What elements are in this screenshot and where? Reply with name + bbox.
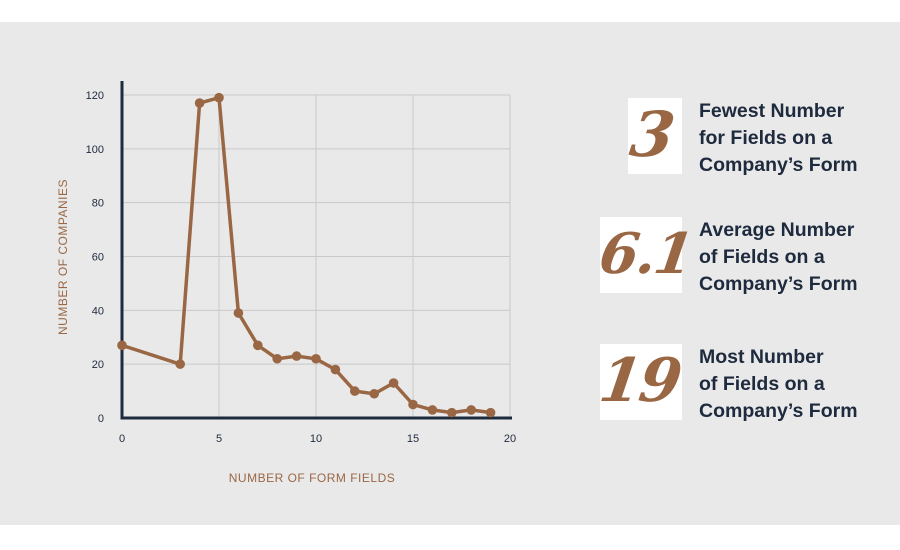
stat-label-line: Company’s Form (699, 400, 858, 422)
line-chart: 0 20 40 60 80 100 120 0 5 10 15 20 NUMBER OF FORM F… (56, 81, 516, 485)
stat-label-line: of Fields on a (699, 373, 825, 395)
x-tick-label: 5 (216, 433, 222, 445)
stat-average: 6.1 Average Number of Fields on a Compan… (595, 217, 899, 298)
stat-label-line: Company’s Form (699, 154, 858, 176)
data-point (311, 353, 321, 364)
data-point (369, 388, 380, 399)
y-tick-label: 20 (92, 359, 104, 371)
grid (122, 94, 511, 418)
tick-labels: 0 20 40 60 80 100 120 0 5 10 15 20 (86, 90, 516, 445)
data-point (466, 405, 477, 415)
data-point (272, 353, 283, 364)
stat-label-line: Fewest Number (699, 100, 845, 122)
stat-label-line: Average Number (699, 219, 855, 241)
stat-number-box: 6.1 (595, 217, 696, 293)
data-point (117, 340, 127, 351)
data-point (291, 351, 302, 361)
x-tick-label: 0 (119, 433, 125, 445)
axes (120, 81, 512, 420)
y-tick-label: 80 (92, 198, 104, 210)
stat-number-box: 3 (625, 98, 682, 174)
stat-label-line: of Fields on a (699, 246, 825, 268)
stat-number: 3 (625, 98, 678, 171)
data-point (252, 340, 263, 351)
data-point (447, 407, 457, 418)
stat-number: 19 (595, 346, 685, 416)
x-tick-label: 15 (407, 433, 419, 445)
stat-label-line: Most Number (699, 346, 824, 368)
stat-label: Fewest Number for Fields on a Company’s … (699, 98, 899, 179)
x-axis-label: NUMBER OF FORM FIELDS (229, 471, 396, 485)
stat-most: 19 Most Number of Fields on a Company’s … (595, 344, 899, 425)
data-point (214, 92, 224, 103)
data-point (175, 359, 185, 369)
stat-fewest: 3 Fewest Number for Fields on a Company’… (596, 98, 896, 178)
y-tick-label: 60 (92, 252, 104, 264)
data-point (350, 386, 360, 396)
data-point (427, 405, 438, 415)
stat-label-line: Company’s Form (699, 273, 858, 295)
data-point (485, 407, 496, 418)
x-tick-label: 10 (310, 433, 322, 445)
series (117, 92, 496, 418)
infographic-panel: 0 20 40 60 80 100 120 0 5 10 15 20 NUMBER OF FORM F… (0, 22, 900, 525)
stat-number-box: 19 (595, 344, 684, 420)
data-point (194, 98, 205, 108)
stat-label: Average Number of Fields on a Company’s … (699, 217, 899, 298)
y-axis-label: NUMBER OF COMPANIES (56, 179, 70, 335)
y-tick-label: 40 (92, 305, 104, 317)
data-point (408, 399, 418, 410)
data-point (330, 364, 341, 375)
y-tick-label: 100 (86, 144, 104, 156)
y-tick-label: 120 (86, 90, 104, 102)
stat-label: Most Number of Fields on a Company’s For… (699, 344, 899, 425)
y-tick-label: 0 (98, 413, 104, 425)
data-point (388, 378, 399, 388)
x-tick-label: 20 (504, 433, 516, 445)
stat-label-line: for Fields on a (699, 127, 833, 149)
stat-number: 6.1 (595, 221, 697, 287)
data-point (233, 308, 244, 318)
